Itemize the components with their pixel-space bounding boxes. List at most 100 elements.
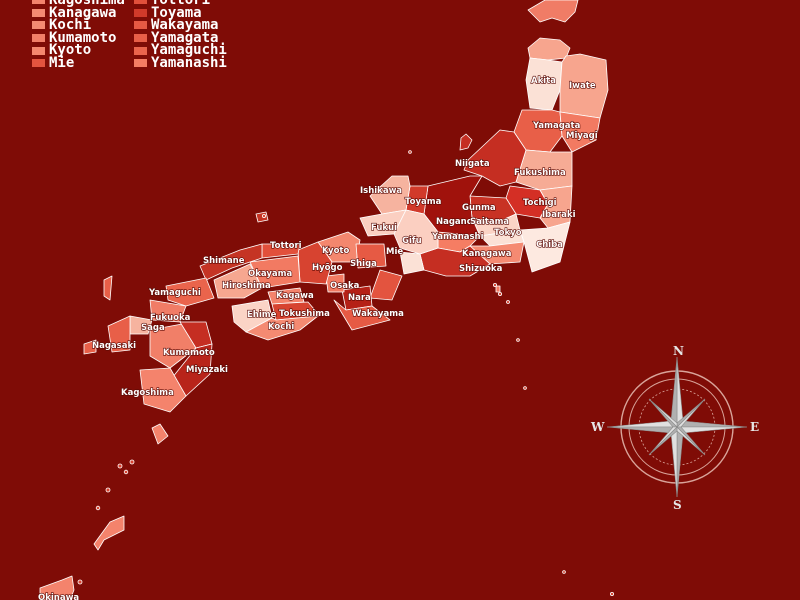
map-label: Akita	[531, 76, 556, 86]
region-tokushima	[271, 301, 321, 321]
legend-label: Wakayama	[151, 17, 219, 34]
map-label: Saga	[141, 323, 165, 333]
region-osaka	[325, 273, 345, 293]
region-kumamoto	[149, 323, 197, 369]
map-label: Okayama	[248, 269, 292, 279]
legend-label: Yamaguchi	[151, 42, 227, 59]
map-label: Shizuoka	[459, 264, 503, 274]
compass-rose: N S E W	[590, 344, 759, 512]
map-label: Kumamoto	[163, 348, 215, 358]
map-label: Gunma	[462, 203, 496, 213]
region-akita	[525, 57, 563, 111]
region-yamaguchi	[165, 277, 215, 307]
region-hiroshima	[213, 263, 263, 299]
compass-west: W	[590, 420, 605, 434]
map-label: Kyoto	[322, 246, 349, 256]
region-wakayama	[333, 299, 391, 331]
island-goto	[83, 339, 97, 355]
legend-swatch	[134, 46, 147, 55]
map-label: Miyazaki	[186, 365, 228, 375]
region-iwate	[559, 53, 609, 119]
legend-item: Tottori	[134, 0, 227, 7]
legend-swatch	[32, 21, 45, 30]
small-islands	[77, 150, 615, 597]
region-gifu	[393, 209, 439, 255]
legend-swatch	[32, 59, 45, 68]
legend-label: Yamagata	[151, 29, 219, 46]
region-miyagi	[559, 111, 601, 153]
compass-south: S	[673, 498, 682, 512]
island-oki	[255, 211, 269, 223]
legend-item: Mie	[32, 54, 125, 71]
region-kochi	[245, 315, 319, 341]
island-okinawa	[39, 575, 75, 600]
legend-swatch	[134, 0, 147, 5]
region-aomori	[527, 37, 571, 61]
map-label: Tottori	[270, 241, 302, 251]
map-label: Fukushima	[514, 168, 566, 178]
map-label: Nara	[348, 293, 371, 303]
compass-east: E	[750, 420, 759, 434]
legend-swatch	[32, 46, 45, 55]
map-label: Hiroshima	[222, 281, 271, 291]
legend-label: Mie	[49, 54, 75, 71]
map-label: Yamanashi	[431, 232, 484, 242]
island-tsushima	[103, 275, 113, 301]
map-label: Hyōgo	[312, 263, 343, 273]
map-label: Tochigi	[523, 198, 557, 208]
map-label: Nagasaki	[92, 341, 136, 351]
legend-swatch	[32, 34, 45, 43]
legend-column-1: Kagoshima Kanagawa Kochi Kumamoto Kyoto Mie	[32, 0, 125, 70]
map-label: Yamaguchi	[148, 288, 201, 298]
map-label: Tokushima	[279, 309, 330, 319]
legend-label: Kochi	[49, 17, 92, 34]
map-label: Kanagawa	[462, 249, 512, 259]
region-nagasaki	[107, 315, 131, 353]
map-label: Niigata	[455, 159, 490, 169]
map-label: Saitama	[470, 217, 509, 227]
map-label: Kochi	[268, 322, 294, 332]
legend-item: Yamaguchi	[134, 44, 227, 57]
legend-item: Wakayama	[134, 17, 227, 34]
region-niigata	[463, 129, 527, 187]
legend-label: Toyama	[151, 4, 202, 21]
legend-item: Yamanashi	[134, 56, 227, 70]
map-label: Osaka	[330, 281, 360, 291]
map-label: Shiga	[350, 259, 377, 269]
land-regions	[39, 0, 609, 600]
legend-item: Kumamoto	[32, 31, 125, 45]
legend-item: Kochi	[32, 17, 125, 34]
region-kagoshima	[139, 367, 187, 413]
island-sado	[459, 133, 473, 151]
legend-label: Kanagawa	[49, 4, 117, 21]
map-label: Ibaraki	[542, 210, 576, 220]
legend-swatch	[134, 59, 147, 68]
map-label: Gifu	[402, 236, 422, 246]
legend-label: Kyoto	[49, 42, 92, 59]
legend-swatch	[134, 21, 147, 30]
legend-label: Kagoshima	[49, 0, 125, 8]
map-label: Iwate	[569, 81, 596, 91]
legend-item: Toyama	[134, 4, 227, 21]
legend-item: Kyoto	[32, 44, 125, 57]
compass-north: N	[673, 344, 684, 358]
legend-swatch	[32, 8, 45, 17]
region-shizuoka	[419, 245, 491, 277]
map-label: Ehime	[247, 310, 277, 320]
map-label: Kagoshima	[121, 388, 174, 398]
map-label: Yamagata	[532, 121, 581, 131]
map-label: Nagano	[436, 217, 473, 227]
legend-label: Tottori	[151, 0, 211, 8]
map-label: Wakayama	[352, 309, 404, 319]
map-label: Fukui	[371, 223, 397, 233]
island-tanegashima	[151, 423, 169, 445]
map-label: Mie	[386, 247, 403, 257]
region-aichi	[399, 251, 425, 275]
legend-swatch	[32, 0, 45, 5]
region-miyazaki	[171, 343, 213, 397]
island-izu	[495, 285, 501, 293]
map-label: Chiba	[536, 240, 563, 250]
map-label: Fukuoka	[150, 313, 191, 323]
